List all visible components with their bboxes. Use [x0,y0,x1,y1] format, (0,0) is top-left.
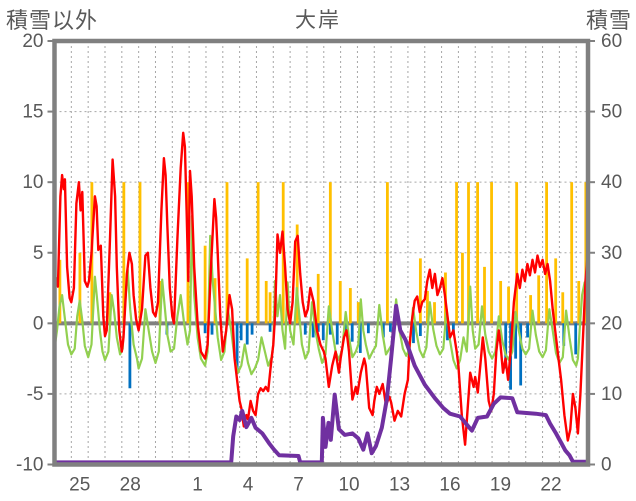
series-orange-bars [58,182,588,324]
svg-text:25: 25 [69,475,90,496]
right-axis-tick-labels: 60 50 40 30 20 10 0 [590,31,622,476]
right-axis-title: 積雪 [585,8,632,33]
x-axis-tick-labels: 25 28 1 4 7 10 13 16 19 22 [69,475,561,496]
svg-text:5: 5 [33,243,44,264]
series-purple-snow-depth-line [52,303,590,465]
svg-text:7: 7 [293,475,304,496]
svg-text:10: 10 [22,172,43,193]
svg-text:10: 10 [338,475,359,496]
svg-text:28: 28 [120,475,141,496]
svg-text:50: 50 [601,102,622,123]
svg-text:22: 22 [540,475,561,496]
left-axis-title: 積雪以外 [6,8,99,33]
svg-text:-5: -5 [27,384,44,405]
left-axis-tick-labels: 20 15 10 5 0 -5 -10 [16,31,53,476]
horizontal-gridlines [54,111,588,395]
svg-text:4: 4 [243,475,254,496]
svg-text:10: 10 [601,384,622,405]
svg-text:-10: -10 [16,455,43,476]
svg-text:15: 15 [22,102,43,123]
svg-text:20: 20 [22,31,43,52]
svg-text:19: 19 [490,475,511,496]
svg-text:60: 60 [601,31,622,52]
svg-text:40: 40 [601,172,622,193]
series-red-line [53,131,589,446]
chart-title: 大岸 [295,9,341,32]
svg-text:30: 30 [601,243,622,264]
svg-text:0: 0 [33,313,44,334]
svg-text:1: 1 [192,475,203,496]
svg-text:16: 16 [439,475,460,496]
plot-frame [52,38,591,467]
svg-text:20: 20 [601,313,622,334]
svg-text:0: 0 [601,455,612,476]
svg-text:13: 13 [389,475,410,496]
